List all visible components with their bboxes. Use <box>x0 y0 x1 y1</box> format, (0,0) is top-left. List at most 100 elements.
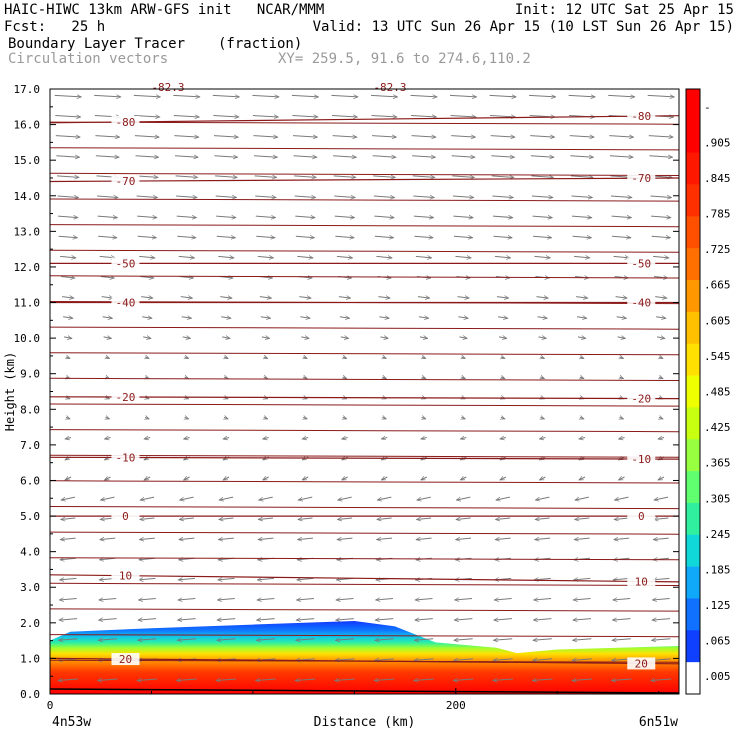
circulation-vector <box>218 538 234 540</box>
y-tick-label: 11.0 <box>14 297 41 310</box>
circulation-vector <box>134 116 160 118</box>
x-tick-label: 0 <box>47 699 54 712</box>
circulation-vector <box>297 578 314 580</box>
circulation-vector <box>413 196 434 198</box>
circulation-vector <box>418 317 429 319</box>
circulation-vector <box>574 538 590 540</box>
isotherm-label-bg <box>627 296 656 309</box>
circulation-vector <box>532 679 553 681</box>
circulation-vector <box>461 417 465 419</box>
circulation-vector <box>373 176 395 178</box>
circulation-vector <box>460 438 467 440</box>
circulation-vector <box>536 297 549 299</box>
circulation-vector <box>105 438 111 440</box>
circulation-vector <box>338 297 351 299</box>
circulation-vector <box>379 317 389 319</box>
circulation-vector <box>106 357 110 359</box>
x-end-label-left: 4n53w <box>52 715 91 730</box>
circulation-vector <box>332 136 357 138</box>
isotherm-label-bg <box>627 110 656 123</box>
isotherm-label-bg <box>111 115 140 128</box>
circulation-vector <box>376 599 394 601</box>
isotherm-label-bg <box>627 657 656 670</box>
field1-name: Boundary Layer Tracer <box>8 36 186 52</box>
circulation-vector <box>498 337 507 339</box>
circulation-vector <box>611 679 632 681</box>
circulation-vector <box>338 496 352 500</box>
circulation-vector <box>415 256 432 258</box>
colorbar-swatch <box>686 439 700 472</box>
colorbar-swatch <box>686 89 700 122</box>
circulation-vector <box>453 236 473 238</box>
circulation-vector <box>185 417 189 419</box>
circulation-vector <box>331 116 358 118</box>
circulation-vector <box>63 317 73 319</box>
circulation-vector <box>105 477 111 481</box>
circulation-vector <box>212 95 240 97</box>
circulation-vector <box>534 256 551 258</box>
colorbar-label: .425 <box>704 421 731 434</box>
circulation-vector <box>534 599 552 601</box>
y-tick-label: 5.0 <box>20 510 40 523</box>
isotherm-line <box>49 480 680 484</box>
circulation-vector <box>375 659 395 661</box>
circulation-vector <box>454 659 474 661</box>
circulation-vector <box>292 136 317 138</box>
circulation-vector <box>302 477 309 481</box>
circulation-vector <box>263 438 269 440</box>
isotherm-line <box>49 115 680 124</box>
circulation-vector <box>450 116 477 118</box>
circulation-vector <box>223 477 230 481</box>
colorbar-label: .785 <box>704 208 731 221</box>
circulation-vector <box>531 176 553 178</box>
isotherm-label: -70 <box>116 175 136 188</box>
circulation-vector <box>141 297 153 299</box>
circulation-vector <box>138 619 157 621</box>
circulation-vector <box>372 136 396 138</box>
circulation-vector <box>537 317 548 319</box>
circulation-vector <box>380 337 388 339</box>
isotherm-line <box>49 275 680 279</box>
isotherm-line <box>49 531 680 535</box>
circulation-vector <box>176 216 197 218</box>
circulation-vector <box>56 156 79 158</box>
circulation-vector <box>609 136 633 138</box>
circulation-vector <box>259 496 273 500</box>
circulation-vector <box>58 216 78 218</box>
circulation-vector <box>106 417 110 419</box>
circulation-vector <box>535 496 550 500</box>
circulation-vector <box>650 196 672 198</box>
colorbar-swatch <box>686 502 700 536</box>
circulation-vector <box>655 297 667 299</box>
isotherm-label: -80 <box>116 116 136 129</box>
circulation-vector <box>343 377 347 379</box>
isotherm-line <box>49 352 680 356</box>
circulation-vector <box>99 619 117 621</box>
isotherm-line <box>49 429 680 433</box>
circulation-vector <box>334 216 355 218</box>
circulation-vector <box>218 256 234 258</box>
circulation-vector <box>568 95 596 97</box>
circulation-vector <box>579 477 586 481</box>
circulation-vector <box>613 256 630 258</box>
circulation-vector <box>342 438 348 440</box>
circulation-vector <box>539 438 546 440</box>
colorbar-label: .305 <box>704 492 731 505</box>
isotherm-label: -80 <box>631 110 651 123</box>
circulation-vector <box>181 317 192 319</box>
circulation-vector <box>382 417 386 419</box>
circulation-vector <box>182 337 191 339</box>
circulation-vector <box>613 599 631 601</box>
circulation-vector <box>343 357 347 359</box>
circulation-vector <box>58 679 79 681</box>
circulation-vector <box>612 619 631 621</box>
circulation-vector <box>139 558 156 560</box>
circulation-vector <box>497 317 508 319</box>
circulation-vector <box>531 196 553 198</box>
isotherm-line <box>49 177 680 183</box>
circulation-vector <box>216 679 237 681</box>
circulation-vector <box>302 438 309 440</box>
circulation-vector <box>257 578 275 580</box>
circulation-vector <box>134 136 159 138</box>
